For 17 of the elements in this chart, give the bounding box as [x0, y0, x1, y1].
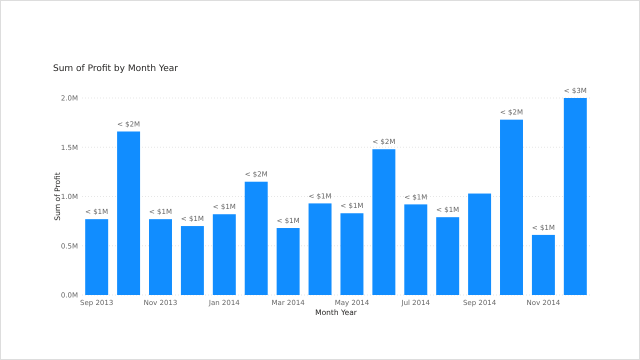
bar: [244, 182, 268, 295]
bar: [564, 98, 587, 295]
bar: [212, 214, 236, 295]
bar: [85, 219, 108, 295]
bar: [404, 204, 428, 295]
chart-title: Sum of Profit by Month Year: [53, 64, 178, 74]
bar: [117, 131, 140, 295]
bar: [436, 217, 460, 295]
bar: [276, 228, 300, 295]
bar: [308, 203, 332, 295]
bar: [340, 213, 364, 295]
bar: [180, 226, 204, 295]
bar: [149, 219, 172, 295]
bar: [468, 194, 492, 295]
bar: [500, 120, 523, 295]
bar: [372, 149, 396, 295]
bar: [532, 234, 555, 295]
